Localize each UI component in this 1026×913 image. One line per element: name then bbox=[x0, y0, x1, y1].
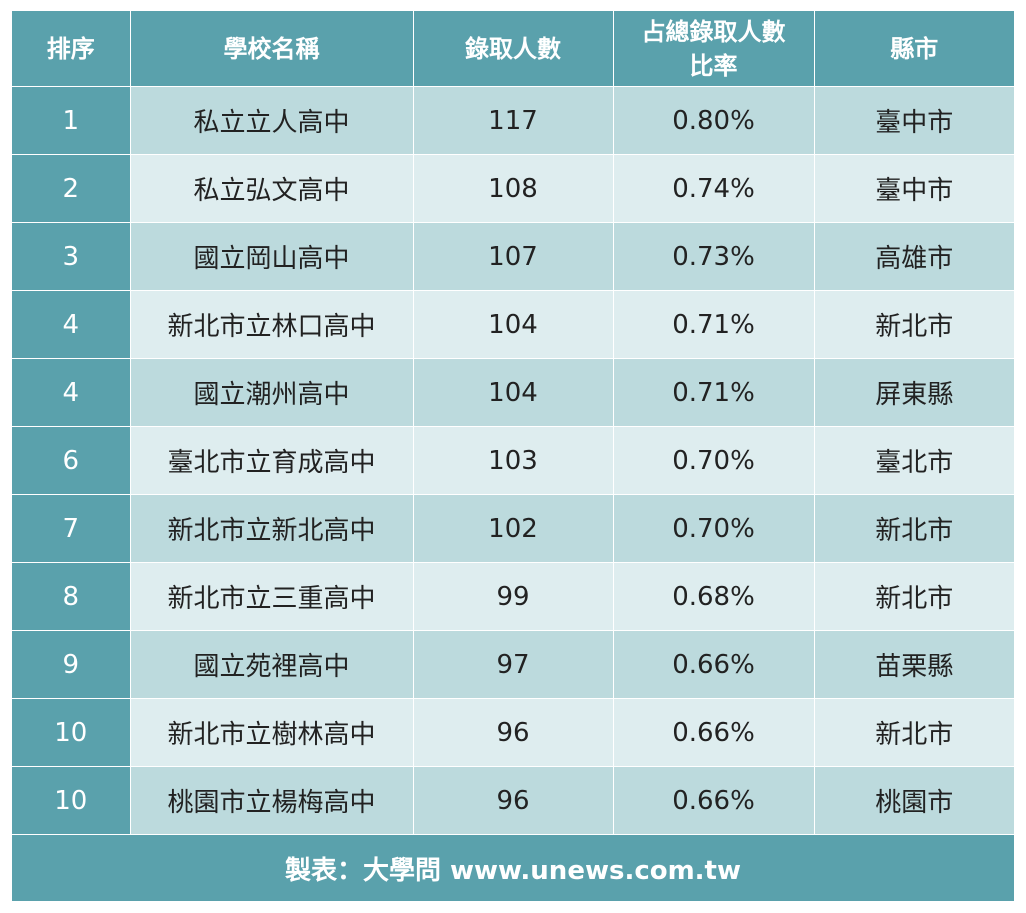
table-row: 4 新北市立林口高中 104 0.71% 新北市 bbox=[12, 290, 1014, 359]
county-cell: 臺中市 bbox=[813, 154, 1014, 223]
ratio-cell: 0.73% bbox=[612, 222, 814, 291]
table-row: 10 新北市立樹林高中 96 0.66% 新北市 bbox=[12, 698, 1014, 767]
rank-cell: 2 bbox=[12, 154, 130, 223]
table-row: 10 桃園市立楊梅高中 96 0.66% 桃園市 bbox=[12, 766, 1014, 834]
county-cell: 屏東縣 bbox=[813, 358, 1014, 427]
admitted-cell: 97 bbox=[412, 630, 613, 699]
admitted-cell: 117 bbox=[412, 86, 613, 155]
admitted-cell: 107 bbox=[412, 222, 613, 291]
ratio-cell: 0.66% bbox=[612, 630, 814, 699]
county-cell: 臺中市 bbox=[813, 86, 1014, 155]
ratio-cell: 0.74% bbox=[612, 154, 814, 223]
school-ranking-table: 排序 學校名稱 錄取人數 占總錄取人數 比率 縣市 1 私立立人高中 117 0… bbox=[12, 11, 1014, 834]
county-cell: 新北市 bbox=[813, 290, 1014, 359]
ratio-cell: 0.68% bbox=[612, 562, 814, 631]
ratio-cell: 0.70% bbox=[612, 494, 814, 563]
admitted-cell: 99 bbox=[412, 562, 613, 631]
ratio-cell: 0.80% bbox=[612, 86, 814, 155]
header-ratio-line2: 比率 bbox=[689, 51, 738, 80]
ratio-cell: 0.66% bbox=[612, 766, 814, 834]
rank-cell: 7 bbox=[12, 494, 130, 563]
school-cell: 私立立人高中 bbox=[129, 86, 413, 155]
school-cell: 國立潮州高中 bbox=[129, 358, 413, 427]
table-row: 3 國立岡山高中 107 0.73% 高雄市 bbox=[12, 222, 1014, 291]
rank-cell: 10 bbox=[12, 766, 130, 834]
table-header: 排序 學校名稱 錄取人數 占總錄取人數 比率 縣市 bbox=[12, 11, 1014, 87]
rank-cell: 1 bbox=[12, 86, 130, 155]
header-school: 學校名稱 bbox=[129, 11, 413, 87]
table-row: 4 國立潮州高中 104 0.71% 屏東縣 bbox=[12, 358, 1014, 427]
source-credit: 製表：大學問 www.unews.com.tw bbox=[12, 835, 1014, 901]
school-cell: 新北市立林口高中 bbox=[129, 290, 413, 359]
admitted-cell: 104 bbox=[412, 358, 613, 427]
header-ratio: 占總錄取人數 比率 bbox=[612, 11, 814, 87]
county-cell: 高雄市 bbox=[813, 222, 1014, 291]
rank-cell: 10 bbox=[12, 698, 130, 767]
county-cell: 臺北市 bbox=[813, 426, 1014, 495]
school-cell: 新北市立三重高中 bbox=[129, 562, 413, 631]
ratio-cell: 0.70% bbox=[612, 426, 814, 495]
table-row: 7 新北市立新北高中 102 0.70% 新北市 bbox=[12, 494, 1014, 563]
header-ratio-line1: 占總錄取人數 bbox=[641, 17, 786, 46]
rank-cell: 4 bbox=[12, 290, 130, 359]
table-row: 2 私立弘文高中 108 0.74% 臺中市 bbox=[12, 154, 1014, 223]
admitted-cell: 96 bbox=[412, 698, 613, 767]
rank-cell: 4 bbox=[12, 358, 130, 427]
admitted-cell: 102 bbox=[412, 494, 613, 563]
admitted-cell: 108 bbox=[412, 154, 613, 223]
header-county: 縣市 bbox=[813, 11, 1014, 87]
school-cell: 國立岡山高中 bbox=[129, 222, 413, 291]
county-cell: 新北市 bbox=[813, 698, 1014, 767]
school-cell: 新北市立樹林高中 bbox=[129, 698, 413, 767]
rank-cell: 3 bbox=[12, 222, 130, 291]
school-cell: 桃園市立楊梅高中 bbox=[129, 766, 413, 834]
county-cell: 新北市 bbox=[813, 562, 1014, 631]
county-cell: 桃園市 bbox=[813, 766, 1014, 834]
table-row: 6 臺北市立育成高中 103 0.70% 臺北市 bbox=[12, 426, 1014, 495]
school-cell: 臺北市立育成高中 bbox=[129, 426, 413, 495]
school-cell: 新北市立新北高中 bbox=[129, 494, 413, 563]
table-row: 8 新北市立三重高中 99 0.68% 新北市 bbox=[12, 562, 1014, 631]
table-row: 1 私立立人高中 117 0.80% 臺中市 bbox=[12, 86, 1014, 155]
rank-cell: 6 bbox=[12, 426, 130, 495]
ratio-cell: 0.71% bbox=[612, 290, 814, 359]
table-body: 1 私立立人高中 117 0.80% 臺中市 2 私立弘文高中 108 0.74… bbox=[12, 86, 1014, 834]
admitted-cell: 103 bbox=[412, 426, 613, 495]
rank-cell: 8 bbox=[12, 562, 130, 631]
ranking-table-figure: 排序 學校名稱 錄取人數 占總錄取人數 比率 縣市 1 私立立人高中 117 0… bbox=[12, 11, 1014, 901]
header-admitted: 錄取人數 bbox=[412, 11, 613, 87]
header-row: 排序 學校名稱 錄取人數 占總錄取人數 比率 縣市 bbox=[12, 11, 1014, 87]
ratio-cell: 0.71% bbox=[612, 358, 814, 427]
rank-cell: 9 bbox=[12, 630, 130, 699]
county-cell: 新北市 bbox=[813, 494, 1014, 563]
school-cell: 國立苑裡高中 bbox=[129, 630, 413, 699]
admitted-cell: 96 bbox=[412, 766, 613, 834]
school-cell: 私立弘文高中 bbox=[129, 154, 413, 223]
county-cell: 苗栗縣 bbox=[813, 630, 1014, 699]
admitted-cell: 104 bbox=[412, 290, 613, 359]
header-rank: 排序 bbox=[12, 11, 130, 87]
table-row: 9 國立苑裡高中 97 0.66% 苗栗縣 bbox=[12, 630, 1014, 699]
ratio-cell: 0.66% bbox=[612, 698, 814, 767]
